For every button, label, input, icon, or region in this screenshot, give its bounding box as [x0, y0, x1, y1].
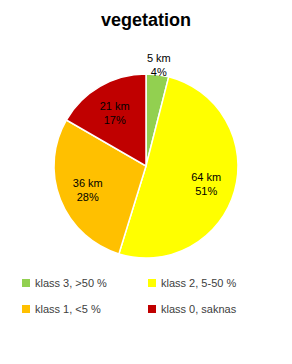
legend-label: klass 3, >50 % [35, 277, 107, 289]
percentage-label: 17% [104, 114, 126, 126]
legend-label: klass 2, 5-50 % [161, 277, 236, 289]
legend-swatch [22, 305, 30, 313]
slice [66, 74, 146, 166]
data-label: 64 km [191, 171, 221, 183]
percentage-label: 28% [77, 191, 99, 203]
data-label: 21 km [100, 100, 130, 112]
chart: vegetation 5 km 4% 64 km 51% 36 km 28% 21 km 17%… [0, 0, 292, 364]
legend-swatch [148, 279, 156, 287]
data-label: 5 km [147, 52, 171, 64]
legend-label: klass 1, <5 % [35, 303, 101, 315]
title: vegetation [101, 10, 191, 30]
data-labels: 5 km 4% 64 km 51% 36 km 28% 21 km 17% [73, 52, 221, 203]
percentage-label: 51% [195, 185, 217, 197]
data-label: 36 km [73, 177, 103, 189]
legend-swatch [148, 305, 156, 313]
legend: klass 3, >50 % klass 2, 5-50 % klass 1, <5… [22, 277, 237, 315]
legend-swatch [22, 279, 30, 287]
legend-label: klass 0, saknas [161, 303, 237, 315]
pie [54, 74, 238, 258]
percentage-label: 4% [151, 66, 167, 78]
